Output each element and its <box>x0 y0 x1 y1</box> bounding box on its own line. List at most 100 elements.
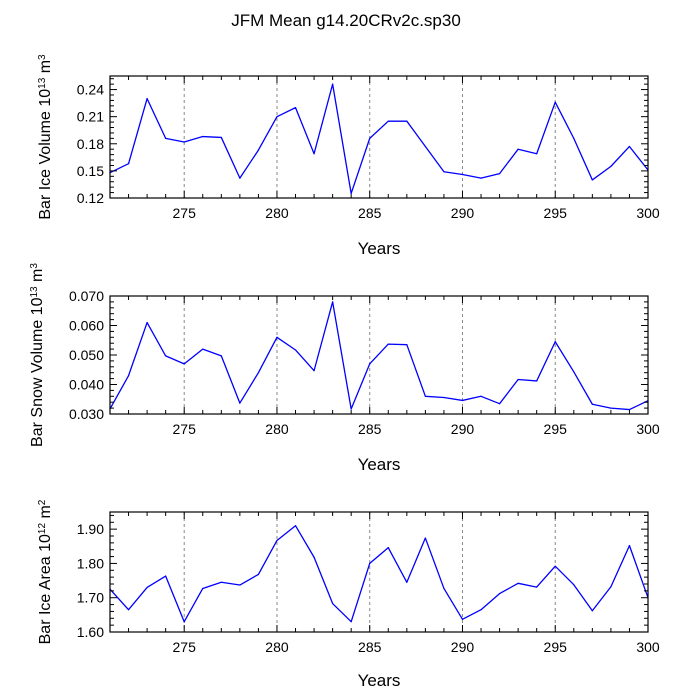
data-point <box>461 618 464 620</box>
y-axis-label: Bar Snow Volume 1013 m3 <box>29 263 47 447</box>
y-tick-label: 0.070 <box>69 288 104 304</box>
x-tick-label: 280 <box>265 205 289 221</box>
data-point <box>350 192 352 195</box>
y-tick-label: 1.80 <box>77 555 104 571</box>
plot-frame <box>109 75 649 199</box>
data-point <box>183 621 185 623</box>
x-tick-label: 295 <box>544 421 568 437</box>
data-point <box>424 145 426 148</box>
data-point <box>591 403 593 405</box>
data-point <box>498 403 501 405</box>
y-axis-label: Bar Ice Area 1012 m2 <box>37 499 55 644</box>
data-point <box>387 547 389 549</box>
x-tick-label: 290 <box>451 639 475 655</box>
data-point <box>220 355 222 357</box>
plot-frame <box>109 295 649 415</box>
y-tick-label: 0.21 <box>77 109 104 125</box>
x-axis-label: Years <box>358 671 401 690</box>
data-point <box>573 584 575 586</box>
data-point <box>461 399 464 402</box>
data-point <box>369 562 371 565</box>
data-point <box>628 408 631 411</box>
data-point <box>220 136 222 139</box>
data-point <box>276 336 278 338</box>
x-axis-label: Years <box>358 239 401 258</box>
data-point <box>554 101 556 103</box>
data-point <box>146 586 148 589</box>
data-point <box>536 153 538 155</box>
y-tick-label: 1.60 <box>77 624 104 640</box>
data-point <box>406 581 408 583</box>
y-axis-label-text: Bar Ice Area 10 <box>37 534 54 644</box>
data-point <box>202 348 204 350</box>
data-point <box>628 145 631 148</box>
x-tick-label: 280 <box>265 421 289 437</box>
data-point <box>183 363 185 365</box>
data-point <box>239 402 241 404</box>
x-tick-label: 290 <box>451 421 475 437</box>
data-point <box>517 148 519 150</box>
data-point <box>387 343 389 345</box>
data-point <box>610 407 612 409</box>
y-axis-label-text: m <box>29 269 46 287</box>
data-point <box>406 344 408 346</box>
data-point <box>536 586 538 588</box>
data-point <box>350 408 352 410</box>
data-point <box>387 120 389 122</box>
data-point <box>480 177 482 179</box>
data-point <box>127 163 130 165</box>
data-point <box>628 545 631 547</box>
data-point <box>350 621 352 623</box>
data-point <box>146 97 148 100</box>
data-line <box>109 525 649 623</box>
x-tick-label: 300 <box>636 421 660 437</box>
data-point <box>276 539 278 542</box>
x-tick-label: 275 <box>173 421 197 437</box>
y-axis-label: Bar Ice Volume 1013 m3 <box>37 54 55 220</box>
data-point <box>573 371 575 373</box>
data-point <box>461 173 464 176</box>
y-tick-label: 1.90 <box>77 521 104 537</box>
data-point <box>276 116 278 118</box>
plot-frame <box>109 511 649 633</box>
x-tick-label: 295 <box>544 639 568 655</box>
data-point <box>369 363 371 365</box>
data-point <box>480 609 482 611</box>
data-point <box>498 593 501 595</box>
data-point <box>369 137 371 139</box>
x-tick-label: 280 <box>265 639 289 655</box>
data-point <box>591 610 593 612</box>
x-tick-label: 275 <box>173 205 197 221</box>
x-tick-label: 295 <box>544 205 568 221</box>
y-axis-label-text: Bar Ice Volume 10 <box>37 89 54 220</box>
data-point <box>610 165 612 167</box>
y-axis-label-exponent: 13 <box>29 286 40 298</box>
data-point <box>127 609 130 611</box>
data-point <box>498 173 501 175</box>
x-tick-label: 285 <box>358 421 382 437</box>
y-axis-label-text: m <box>37 60 54 78</box>
figure-title: JFM Mean g14.20CRv2c.sp30 <box>231 11 461 30</box>
x-tick-label: 300 <box>636 639 660 655</box>
y-axis-label-exponent: 12 <box>37 523 48 535</box>
data-point <box>220 581 222 583</box>
y-axis-label-text: Bar Snow Volume 10 <box>29 297 46 447</box>
y-tick-label: 0.060 <box>69 318 104 334</box>
data-point <box>165 137 167 139</box>
data-point <box>517 582 519 584</box>
data-point <box>239 584 241 586</box>
data-point <box>443 171 445 173</box>
x-tick-label: 285 <box>358 639 382 655</box>
x-axis-label: Years <box>358 455 401 474</box>
y-tick-label: 0.050 <box>69 347 104 363</box>
data-point <box>424 395 426 397</box>
y-tick-label: 0.18 <box>77 136 104 152</box>
data-point <box>313 556 315 558</box>
y-tick-label: 1.70 <box>77 590 104 606</box>
x-tick-label: 285 <box>358 205 382 221</box>
x-tick-label: 275 <box>173 639 197 655</box>
chart-panel-1: 0.12 0.15 0.18 0.21 0.24 275 280 285 290 295 300 Ye… <box>37 54 660 258</box>
data-point <box>313 370 315 372</box>
data-point <box>239 177 241 179</box>
